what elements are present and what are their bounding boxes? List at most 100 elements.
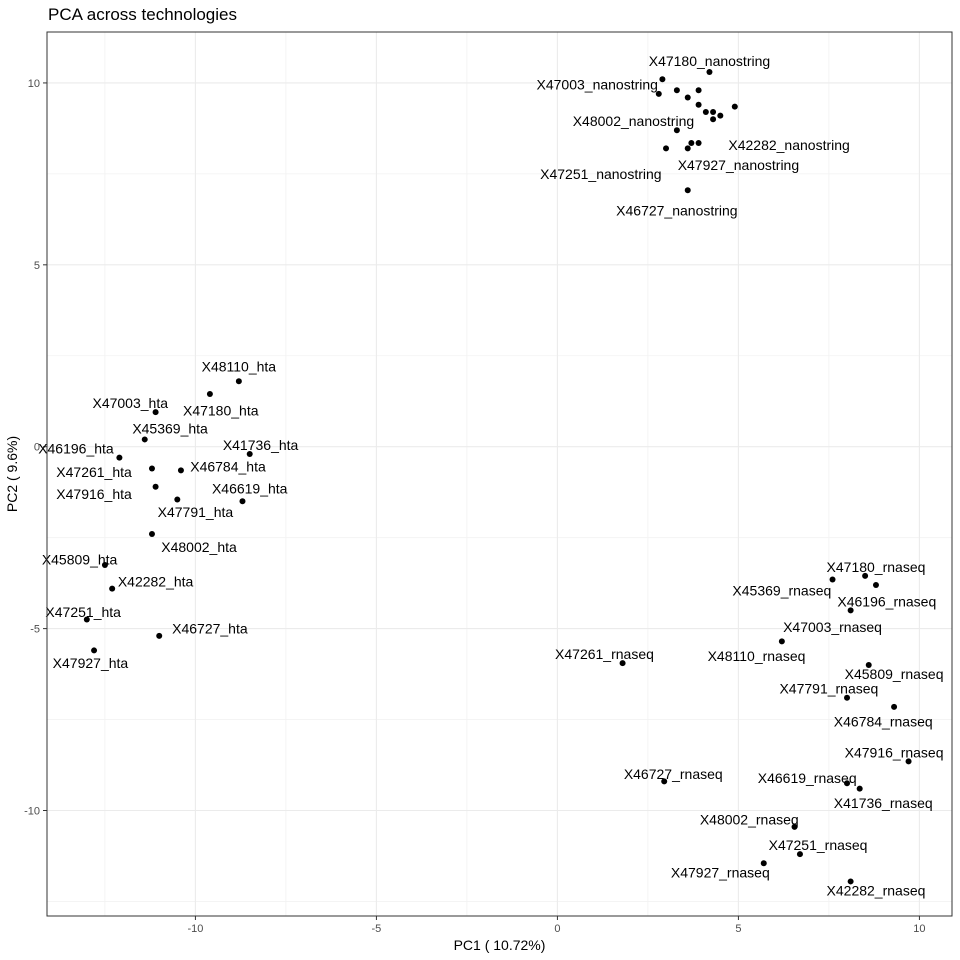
data-point [760,860,767,867]
data-point [206,390,213,397]
data-point [83,616,90,623]
point-label: X47180_hta [183,402,259,418]
data-point [661,778,668,785]
data-points [83,69,912,885]
point-label: X46196_hta [38,441,114,457]
x-tick-label: 0 [554,923,560,935]
point-label: X46727_hta [172,621,248,637]
data-point [710,116,717,123]
y-tick-label: 0 [34,442,40,454]
data-point [109,585,116,592]
data-point [659,76,666,83]
point-label: X47003_hta [92,395,168,411]
gridlines [47,32,952,916]
point-label: X47180_nanostring [649,53,770,69]
point-label: X46727_nanostring [616,202,737,218]
point-label: X47251_nanostring [540,166,661,182]
data-point [239,498,246,505]
y-tick-label: -10 [24,806,40,818]
point-label: X42282_nanostring [728,137,849,153]
data-point [619,660,626,667]
point-label: X47261_rnaseq [555,646,654,662]
data-point [152,409,159,416]
point-label: X46619_rnaseq [758,770,857,786]
point-label: X48002_hta [161,539,237,555]
y-tick-label: 5 [34,260,40,272]
point-label: X48110_rnaseq [708,648,806,664]
point-label: X47180_rnaseq [827,559,926,575]
point-label: X47791_hta [158,504,234,520]
data-point [177,467,184,474]
data-point [862,572,869,579]
point-label: X47927_hta [53,655,129,671]
point-label: X48110_hta [202,359,277,375]
point-label: X47927_nanostring [678,157,799,173]
point-labels: X47180_nanostring X47003_nanostring X48002… [38,53,943,898]
data-point [796,851,803,858]
x-tick-label: 5 [735,923,741,935]
x-tick-label: -5 [372,923,382,935]
point-label: X45369_hta [132,421,208,437]
point-label: X45369_rnaseq [732,582,831,598]
data-point [695,87,702,94]
data-point [695,139,702,146]
point-label: X46727_rnaseq [624,766,723,782]
data-point [148,465,155,472]
point-label: X48002_nanostring [573,113,694,129]
point-label: X47003_rnaseq [783,619,882,635]
data-point [91,647,98,654]
y-tick-label: 10 [28,78,40,90]
data-point [905,758,912,765]
data-point [174,496,181,503]
data-point [688,139,695,146]
data-point [101,561,108,568]
data-point [829,576,836,583]
point-label: X47916_hta [56,486,132,502]
point-label: X42282_rnaseq [827,883,926,899]
data-point [246,450,253,457]
point-label: X41736_rnaseq [834,795,933,811]
data-point [235,378,242,385]
data-point [778,638,785,645]
point-label: X47261_hta [56,464,132,480]
point-label: X47251_rnaseq [769,837,868,853]
data-point [152,483,159,490]
point-label: X48002_rnaseq [700,812,799,828]
data-point [856,785,863,792]
point-label: X46784_rnaseq [834,713,933,729]
data-point [116,454,123,461]
data-point [706,69,713,76]
y-axis-title: PC2 ( 9.6%) [4,436,20,512]
data-point [673,87,680,94]
data-point [847,878,854,885]
data-point [156,632,163,639]
data-point [684,94,691,101]
data-point [791,823,798,830]
data-point [847,607,854,614]
point-label: X42282_hta [118,573,194,589]
data-point [655,90,662,97]
point-label: X47916_rnaseq [845,744,944,760]
plot-border [46,31,953,917]
point-label: X45809_rnaseq [845,666,944,682]
data-point [872,581,879,588]
data-point [673,127,680,134]
plot-panel [46,31,953,917]
data-point [702,109,709,116]
point-label: X47003_nanostring [537,77,658,93]
point-label: X46196_rnaseq [837,593,936,609]
data-point [684,187,691,194]
data-point [844,780,851,787]
data-point [684,145,691,152]
data-point [717,112,724,119]
chart-title: PCA across technologies [48,5,237,24]
point-label: X46619_hta [212,481,288,497]
data-point [148,531,155,538]
data-point [663,145,670,152]
point-label: X47927_rnaseq [671,864,770,880]
point-label: X47251_hta [45,604,121,620]
data-point [844,694,851,701]
data-point [865,661,872,668]
point-label: X45809_hta [42,551,118,567]
